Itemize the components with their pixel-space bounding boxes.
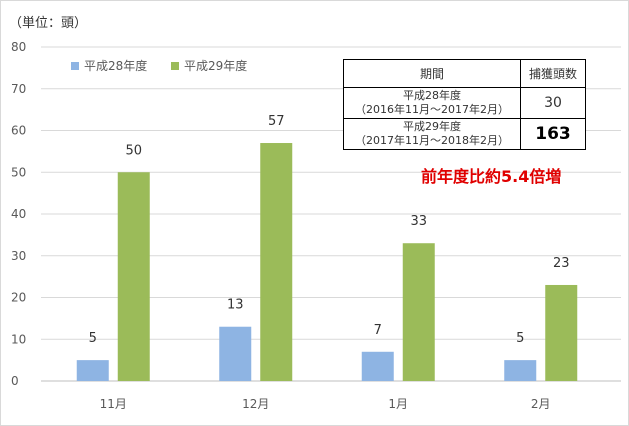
- header-count: 捕獲頭数: [520, 59, 586, 88]
- data-label: 33: [410, 214, 427, 229]
- bar: [402, 243, 435, 381]
- x-tick-label: 2月: [531, 397, 551, 411]
- legend-swatch: [171, 62, 179, 70]
- y-tick-label: 80: [11, 40, 26, 54]
- period-line2: （2016年11月～2017年2月）: [355, 103, 509, 116]
- x-tick-label: 11月: [100, 397, 127, 411]
- period-cell: 平成28年度 （2016年11月～2017年2月）: [343, 87, 521, 119]
- bar: [504, 360, 537, 381]
- period-cell: 平成29年度 （2017年11月～2018年2月）: [343, 118, 521, 150]
- data-label: 13: [227, 298, 244, 313]
- unit-label: （単位：頭）: [9, 15, 87, 31]
- y-tick-label: 40: [11, 207, 26, 221]
- data-label: 7: [374, 323, 382, 338]
- count-cell: 163: [520, 118, 586, 150]
- period-line2: （2017年11月～2018年2月）: [355, 134, 509, 147]
- bar: [361, 351, 394, 381]
- count-cell: 30: [520, 87, 586, 119]
- data-label: 50: [125, 143, 142, 158]
- y-tick-label: 20: [11, 291, 26, 305]
- bar: [76, 360, 109, 381]
- bar: [219, 326, 252, 381]
- period-line1: 平成28年度: [403, 89, 461, 102]
- bar: [545, 284, 578, 381]
- capture-table: 期間 捕獲頭数 平成28年度 （2016年11月～2017年2月） 30 平成29…: [343, 59, 586, 150]
- y-tick-label: 10: [11, 332, 26, 346]
- legend-label: 平成29年度: [184, 58, 247, 73]
- bar: [117, 172, 150, 381]
- y-tick-label: 60: [11, 124, 26, 138]
- bar: [260, 143, 293, 381]
- legend-label: 平成28年度: [84, 58, 147, 73]
- y-tick-label: 70: [11, 82, 26, 96]
- comparison-note: 前年度比約5.4倍増: [421, 167, 562, 186]
- y-tick-label: 30: [11, 249, 26, 263]
- y-tick-label: 50: [11, 165, 26, 179]
- x-tick-label: 1月: [388, 397, 408, 411]
- legend-swatch: [71, 62, 79, 70]
- period-line1: 平成29年度: [403, 120, 461, 133]
- y-tick-label: 0: [11, 374, 19, 388]
- header-period: 期間: [343, 59, 521, 88]
- data-label: 57: [268, 114, 285, 129]
- data-label: 5: [516, 331, 524, 346]
- x-tick-label: 12月: [242, 397, 269, 411]
- data-label: 23: [553, 256, 570, 271]
- data-label: 5: [89, 331, 97, 346]
